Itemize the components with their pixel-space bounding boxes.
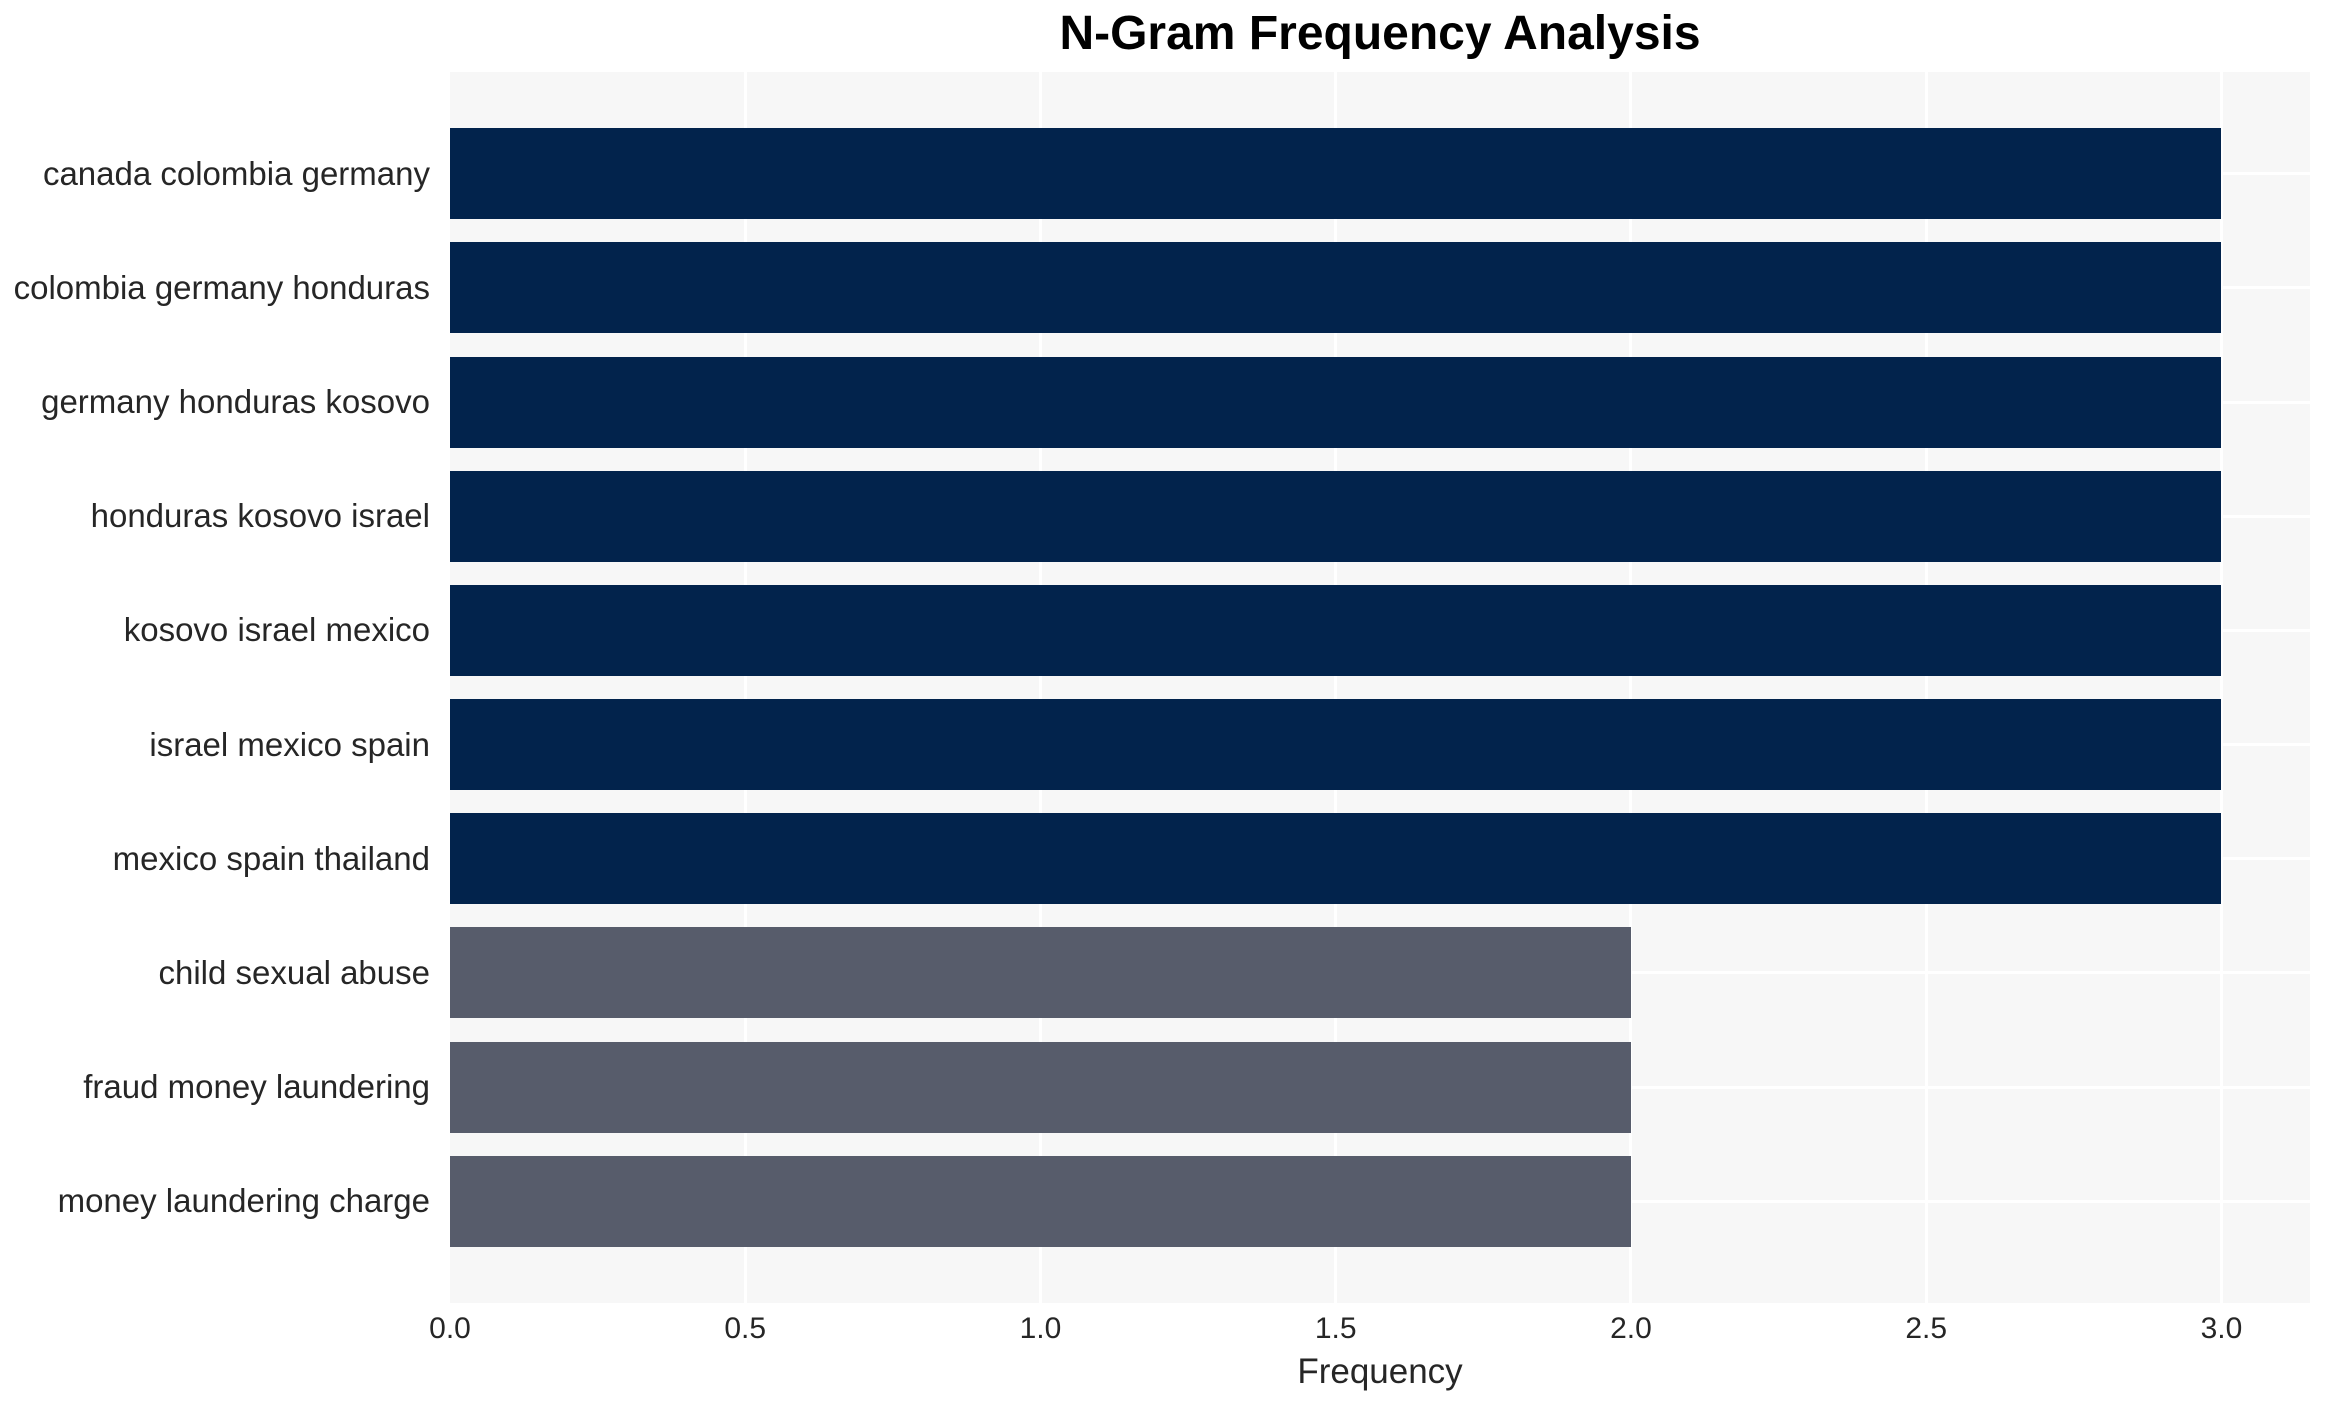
- bar-kosovo-israel-mexico: [450, 584, 2222, 676]
- y-axis-label: child sexual abuse: [158, 953, 430, 991]
- y-axis-label: germany honduras kosovo: [41, 383, 430, 421]
- y-axis-label: mexico spain thailand: [112, 839, 430, 877]
- y-axis-label: fraud money laundering: [83, 1068, 430, 1106]
- bar-honduras-kosovo-israel: [450, 470, 2222, 562]
- bar-fraud-money-laundering: [450, 1041, 1631, 1133]
- bar-mexico-spain-thailand: [450, 813, 2222, 905]
- gridline-vertical: [1334, 72, 1338, 1303]
- bar-money-laundering-charge: [450, 1155, 1631, 1247]
- y-axis-label: colombia germany honduras: [13, 268, 430, 306]
- bar-canada-colombia-germany: [450, 128, 2222, 220]
- gridline-vertical: [743, 72, 747, 1303]
- x-tick-label: 1.5: [1314, 1312, 1357, 1345]
- bar-germany-honduras-kosovo: [450, 356, 2222, 448]
- x-tick-label: 2.0: [1610, 1312, 1652, 1345]
- x-axis-ticks: 0.0 0.5 1.0 1.5 2.0 2.5 3.0: [429, 1312, 2310, 1348]
- x-tick-label: 3.0: [2200, 1312, 2243, 1345]
- x-tick-label: 0.5: [724, 1312, 767, 1345]
- gridline-vertical: [1924, 72, 1928, 1303]
- y-axis-labels: canada colombia germany colombia germany …: [0, 72, 440, 1303]
- bar-israel-mexico-spain: [450, 699, 2222, 791]
- x-tick-label: 2.5: [1905, 1312, 1948, 1345]
- y-axis-label: israel mexico spain: [149, 725, 430, 763]
- y-axis-label: honduras kosovo israel: [90, 497, 430, 535]
- gridline-vertical: [1038, 72, 1042, 1303]
- x-axis-label: Frequency: [1297, 1352, 1463, 1391]
- y-axis-label: kosovo israel mexico: [123, 611, 430, 649]
- chart-title: N-Gram Frequency Analysis: [1059, 7, 1701, 60]
- gridline-vertical: [1629, 72, 1633, 1303]
- gridline-vertical: [2219, 72, 2223, 1303]
- y-axis-label: money laundering charge: [57, 1182, 430, 1220]
- y-axis-label: canada colombia germany: [42, 154, 430, 192]
- bar-colombia-germany-honduras: [450, 242, 2222, 334]
- bar-child-sexual-abuse: [450, 927, 1631, 1019]
- plot-area: [450, 72, 2310, 1303]
- x-tick-label: 1.0: [1019, 1312, 1062, 1345]
- x-tick-label: 0.0: [429, 1312, 471, 1345]
